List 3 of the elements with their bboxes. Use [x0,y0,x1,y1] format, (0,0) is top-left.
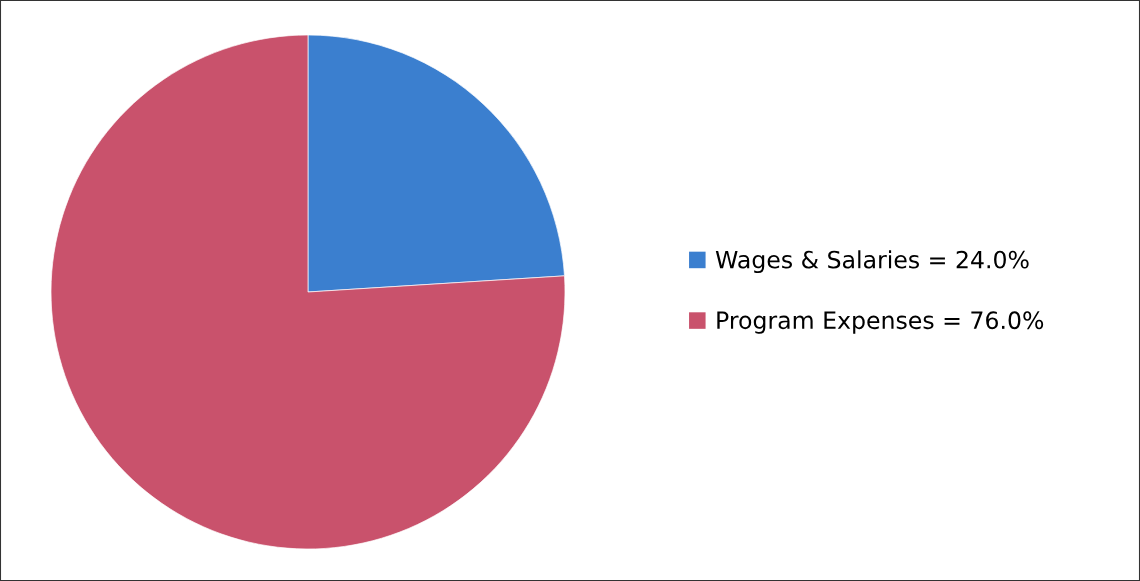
legend-label: Wages & Salaries = 24.0% [715,250,1029,274]
pie-slice [50,34,566,550]
legend-label: Program Expenses = 76.0% [717,311,1044,334]
